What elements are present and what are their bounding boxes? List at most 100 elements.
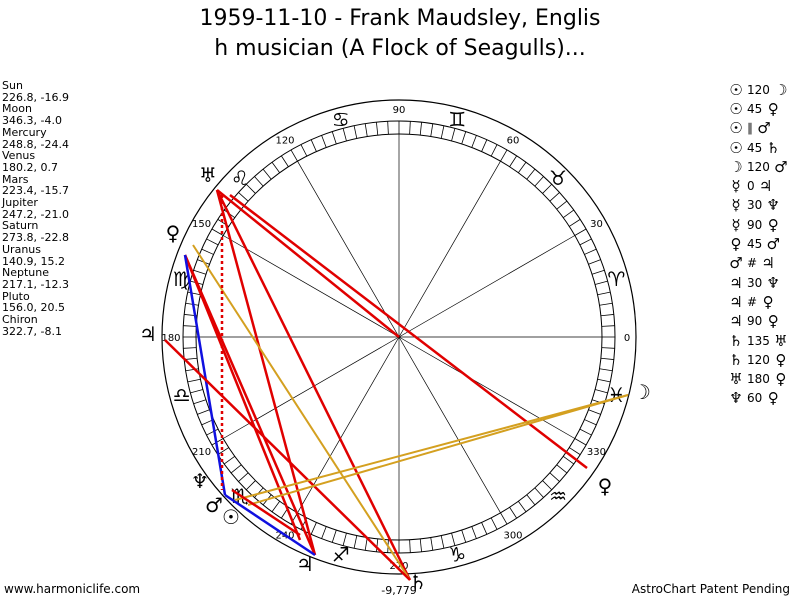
ring-tick: [562, 455, 574, 465]
ring-tick: [331, 131, 337, 145]
planet-glyph-icon: ♀: [767, 215, 779, 234]
planet-positions-list: Sun 226.8, -16.9 Moon 346.3, -4.0 Mercury 248…: [2, 80, 69, 337]
spoke-line: [398, 336, 575, 439]
ring-tick: [262, 168, 272, 180]
zodiac-sign-icon: ♍: [173, 267, 191, 291]
planet-glyph-icon: ♀: [598, 474, 613, 498]
planet-name: Saturn: [2, 219, 39, 233]
aspect-row: ♄ 135 ♅: [728, 331, 789, 350]
ring-tick: [376, 538, 379, 552]
aspect-row: ☉ 45 ♄: [728, 138, 789, 157]
ring-tick: [579, 428, 592, 436]
ring-tick: [451, 128, 456, 142]
aspect-angle: ∥: [747, 121, 753, 136]
ring-tick: [542, 183, 553, 194]
planet-position-value: 180.2, 0.7: [2, 160, 58, 174]
aspect-row: ☉ ∥ ♂: [728, 119, 789, 138]
aspect-row: ☿ 30 ♆: [728, 196, 789, 215]
aspect-angle: 30: [747, 275, 763, 290]
aspect-row: ☽ 120 ♂: [728, 157, 789, 176]
ring-tick: [271, 500, 281, 512]
ring-tick: [542, 480, 553, 491]
aspect-line: [247, 394, 629, 506]
ring-tick: [342, 128, 347, 142]
planet-glyph-icon: ☽: [633, 380, 651, 404]
planet-glyph-icon: ☿: [731, 215, 741, 234]
zodiac-sign-icon: ♉: [549, 166, 567, 190]
footer-patent-note: AstroChart Patent Pending: [631, 582, 790, 596]
ring-tick: [509, 155, 517, 167]
aspect-angle: 180: [747, 372, 770, 387]
planet-glyph-icon: ♄: [729, 331, 743, 350]
ring-tick: [509, 507, 517, 519]
ring-tick: [310, 522, 317, 535]
planet-position-value: 226.8, -16.9: [2, 90, 69, 104]
ring-tick: [245, 480, 256, 491]
aspect-angle: 45: [747, 237, 763, 252]
aspect-row: ♃ 30 ♆: [728, 273, 789, 292]
ring-tick: [594, 280, 608, 285]
ring-tick: [409, 539, 411, 553]
ring-tick: [490, 517, 498, 530]
planet-name: Chiron: [2, 313, 38, 327]
spoke-line: [398, 161, 501, 338]
planet-name: Mercury: [2, 125, 47, 139]
aspect-angle: 45: [747, 140, 763, 155]
ring-tick: [290, 149, 298, 162]
zodiac-sign-icon: ♐: [332, 542, 350, 566]
aspect-row: ♆ 60 ♀: [728, 389, 789, 408]
planet-glyph-icon: ♀: [730, 235, 742, 254]
ring-tick: [549, 472, 560, 482]
aspect-angle: #: [747, 294, 758, 309]
planet-glyph-icon: ♄: [729, 350, 743, 369]
zodiac-sign-icon: ♓: [607, 383, 625, 407]
aspect-line: [215, 189, 412, 581]
ring-tick: [461, 131, 467, 145]
planet-glyph-icon: ♆: [191, 469, 209, 493]
aspect-row: ♀ 45 ♂: [728, 234, 789, 253]
ring-tick: [440, 535, 445, 549]
ring-tick: [217, 447, 229, 455]
zodiac-sign-icon: ♊: [448, 108, 466, 132]
ring-tick: [430, 123, 434, 137]
ring-tick: [584, 419, 597, 426]
aspect-angle: 120: [747, 82, 770, 97]
planet-glyph-icon: ♀: [762, 292, 774, 311]
planet-name: Venus: [2, 149, 36, 163]
ring-tick: [517, 500, 527, 512]
degree-label: 60: [507, 136, 520, 147]
ring-tick: [183, 325, 197, 327]
ring-tick: [599, 368, 613, 372]
planet-glyph-icon: ♀: [775, 350, 787, 369]
ring-tick: [481, 139, 488, 152]
ring-tick: [534, 487, 544, 498]
degree-label: 0: [624, 333, 630, 344]
ring-tick: [238, 192, 249, 202]
planet-glyph-icon: ♃: [758, 177, 773, 196]
spoke-line: [398, 235, 575, 338]
planet-glyph-icon: ♂: [766, 235, 780, 254]
zodiac-sign-icon: ♎: [173, 383, 191, 407]
ring-tick: [193, 399, 207, 405]
planet-name: Neptune: [2, 266, 50, 280]
aspect-angle: 120: [747, 352, 770, 367]
ring-tick: [211, 438, 224, 446]
ring-tick: [364, 123, 368, 137]
ring-tick: [211, 228, 224, 236]
ring-tick: [588, 409, 601, 415]
planet-name: Jupiter: [2, 196, 38, 210]
planet-position-value: 248.8, -24.4: [2, 137, 69, 151]
ring-tick: [549, 192, 560, 202]
ring-tick: [187, 291, 201, 296]
ring-tick: [310, 139, 317, 152]
ring-tick: [238, 472, 249, 482]
ring-tick: [579, 238, 592, 246]
planet-glyph-icon: ♃: [729, 273, 743, 292]
aspect-row: ♃ # ♀: [728, 292, 789, 311]
zodiac-sign-icon: ♌: [231, 166, 249, 190]
degree-label: 150: [192, 219, 211, 230]
aspect-row: ☿ 0 ♃: [728, 176, 789, 195]
planet-glyph-icon: ♅: [774, 331, 788, 350]
ring-tick: [419, 538, 422, 552]
planet-position-value: 217.1, -12.3: [2, 277, 69, 291]
